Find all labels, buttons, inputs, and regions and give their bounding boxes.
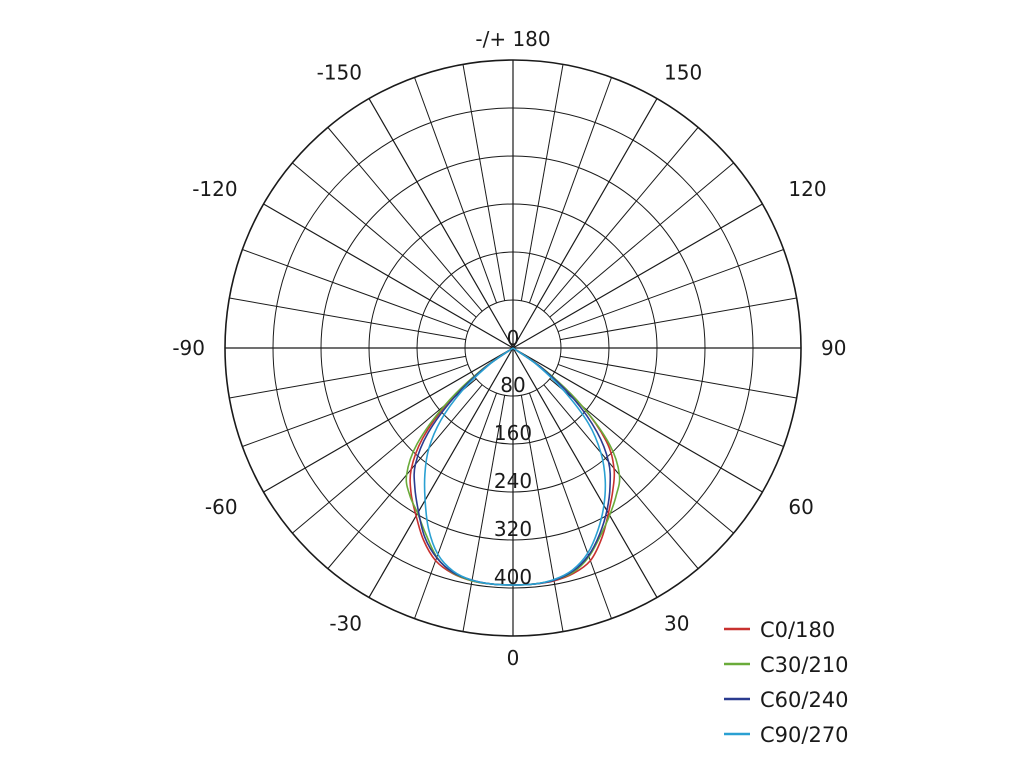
grid-spoke--100 <box>229 297 466 341</box>
angle-label-60: 60 <box>788 495 813 519</box>
grid-spoke--160 <box>414 77 498 304</box>
series-layer <box>405 347 621 586</box>
radial-tick-label-160: 160 <box>494 421 532 445</box>
grid-spoke-150 <box>512 98 658 349</box>
grid-spoke-30 <box>512 347 658 598</box>
grid-spoke--130 <box>292 162 477 318</box>
angle-label-150: 150 <box>664 61 702 85</box>
grid-spoke--20 <box>414 392 498 619</box>
grid-spoke-120 <box>512 203 763 349</box>
legend: C0/180 C30/210 C60/240 C90/270 <box>724 618 849 747</box>
grid-spoke--40 <box>327 384 483 569</box>
angle-label-neg60: -60 <box>205 495 238 519</box>
grid-spoke-60 <box>512 347 763 493</box>
angle-tick-labels: 0 30 60 90 120 150 -/+ 180 -150 -120 -90 -60 -30 <box>172 27 846 670</box>
grid-spoke--140 <box>327 127 483 312</box>
grid-spoke-130 <box>549 162 734 318</box>
grid-spoke-140 <box>543 127 699 312</box>
grid-spoke-40 <box>543 384 699 569</box>
grid-spoke--170 <box>462 64 506 301</box>
grid-spoke-20 <box>528 392 612 619</box>
angle-label-neg120: -120 <box>192 177 237 201</box>
grid-spoke--150 <box>368 98 514 349</box>
grid-spoke--30 <box>368 347 514 598</box>
grid-spoke-110 <box>557 249 784 333</box>
radial-tick-labels: 0 80 160 240 320 400 <box>494 326 532 589</box>
grid-spoke--60 <box>263 347 514 493</box>
grid-spoke-160 <box>528 77 612 304</box>
radial-tick-label-240: 240 <box>494 469 532 493</box>
angle-label-120: 120 <box>788 177 826 201</box>
grid-spoke-80 <box>560 355 797 399</box>
grid-spoke-70 <box>557 363 784 447</box>
radial-tick-label-0: 0 <box>507 326 520 350</box>
series-line-3 <box>423 347 607 586</box>
radial-tick-label-400: 400 <box>494 565 532 589</box>
radial-tick-label-80: 80 <box>500 373 525 397</box>
grid-spoke--10 <box>462 395 506 632</box>
angle-label-180: -/+ 180 <box>475 27 550 51</box>
angle-label-neg30: -30 <box>329 611 362 635</box>
legend-label-2: C60/240 <box>760 688 849 712</box>
angle-label-neg90: -90 <box>172 336 205 360</box>
angle-label-30: 30 <box>664 611 689 635</box>
legend-label-3: C90/270 <box>760 723 849 747</box>
radial-tick-label-320: 320 <box>494 517 532 541</box>
grid-spoke--70 <box>242 363 469 447</box>
angle-label-90: 90 <box>821 336 846 360</box>
legend-label-1: C30/210 <box>760 653 849 677</box>
polar-grid <box>224 59 802 637</box>
grid-spoke-10 <box>520 395 564 632</box>
grid-spoke--110 <box>242 249 469 333</box>
angle-label-neg150: -150 <box>317 61 362 85</box>
grid-spoke--120 <box>263 203 514 349</box>
grid-spoke-170 <box>520 64 564 301</box>
grid-spoke--80 <box>229 355 466 399</box>
legend-label-0: C0/180 <box>760 618 835 642</box>
grid-spoke-100 <box>560 297 797 341</box>
angle-label-0: 0 <box>507 646 520 670</box>
